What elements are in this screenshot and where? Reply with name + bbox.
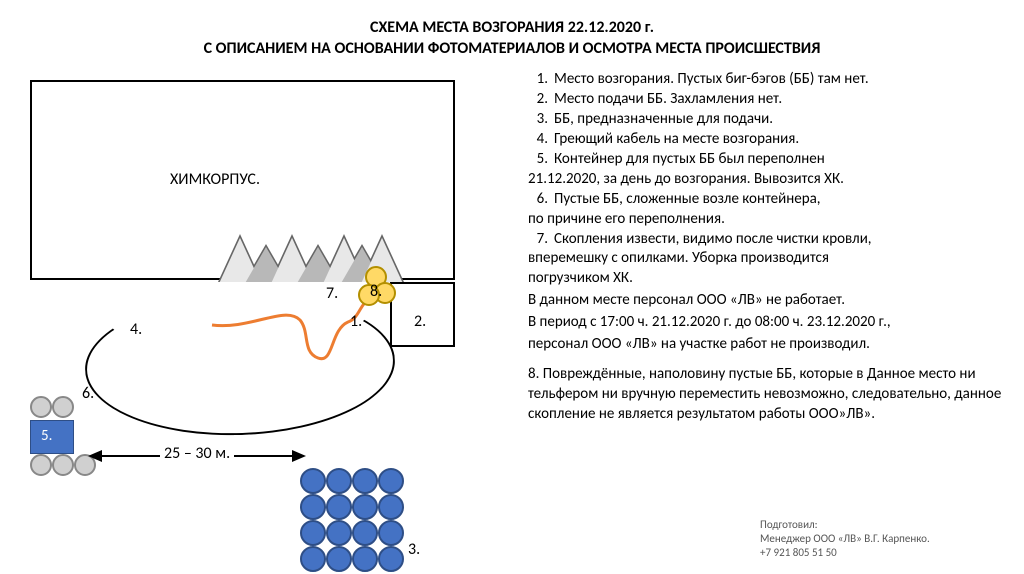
empty-bb-icon xyxy=(30,396,52,418)
para-1: В данном месте персонал ООО «ЛВ» не рабо… xyxy=(528,291,1008,311)
feed-bb-icon xyxy=(352,468,378,494)
diagram-label-7: 7. xyxy=(326,284,338,303)
diagram-label-3: 3. xyxy=(408,540,420,559)
diagram-label-5: 5. xyxy=(41,427,52,445)
feed-bb-icon xyxy=(378,520,404,546)
diagram-label-4: 4. xyxy=(130,320,142,339)
item7-txt: Скопления извести, видимо после чистки к… xyxy=(554,230,1008,250)
list-num: 1. xyxy=(528,70,554,90)
list-txt: ББ, предназначенные для подачи. xyxy=(554,110,1008,130)
description-text: 1.Место возгорания. Пустых биг-бэгов (ББ… xyxy=(528,70,1008,425)
item7-num: 7. xyxy=(528,230,554,250)
list-num: 3. xyxy=(528,110,554,130)
item5-cont: 21.12.2020, за день до возгорания. Вывоз… xyxy=(528,170,1008,190)
diagram-label-8: 8. xyxy=(370,282,382,301)
item6-cont: по причине его переполнения. xyxy=(528,210,1008,230)
feed-bb-icon xyxy=(378,468,404,494)
list-num: 5. xyxy=(528,150,554,170)
diagram-label-1: 1. xyxy=(350,312,362,331)
empty-bb-icon xyxy=(52,396,74,418)
credits-l1: Подготовил: xyxy=(760,518,930,532)
list-item: 2.Место подачи ББ. Захламления нет. xyxy=(528,90,1008,110)
feed-bb-icon xyxy=(326,546,352,572)
feed-bb-icon xyxy=(300,494,326,520)
list-txt: Место возгорания. Пустых биг-бэгов (ББ) … xyxy=(554,70,1008,90)
credits-l3: +7 921 805 51 50 xyxy=(760,546,930,560)
item6-txt: Пустые ББ, сложенные возле контейнера, xyxy=(554,190,1008,210)
title-line-2: С ОПИСАНИЕМ НА ОСНОВАНИИ ФОТОМАТЕРИАЛОВ … xyxy=(0,39,1024,60)
feed-bb-icon xyxy=(326,494,352,520)
title-line-1: СХЕМА МЕСТА ВОЗГОРАНИЯ 22.12.2020 г. xyxy=(0,18,1024,39)
dimension-text: 25 – 30 м. xyxy=(160,444,234,463)
list-txt: Место подачи ББ. Захламления нет. xyxy=(554,90,1008,110)
feed-bb-icon xyxy=(326,468,352,494)
feed-bb-icon xyxy=(300,468,326,494)
list-item: 5.Контейнер для пустых ББ был переполнен xyxy=(528,150,1008,170)
feed-bb-icon xyxy=(352,546,378,572)
list-item: 1.Место возгорания. Пустых биг-бэгов (ББ… xyxy=(528,70,1008,90)
list-txt: Греющий кабель на месте возгорания. xyxy=(554,130,1008,150)
feed-bb-icon xyxy=(352,494,378,520)
feed-bb-icon xyxy=(378,546,404,572)
feed-bb-icon xyxy=(378,494,404,520)
para-2: В период с 17:00 ч. 21.12.2020 г. до 08:… xyxy=(528,313,1008,333)
feed-bb-icon xyxy=(352,520,378,546)
feed-bb-icon xyxy=(300,546,326,572)
list-item: 4.Греющий кабель на месте возгорания. xyxy=(528,130,1008,150)
description-list: 1.Место возгорания. Пустых биг-бэгов (ББ… xyxy=(528,70,1008,170)
list-txt: Контейнер для пустых ББ был переполнен xyxy=(554,150,1008,170)
para-3: персонал ООО «ЛВ» на участке работ не пр… xyxy=(528,335,1008,355)
empty-bb-icon xyxy=(30,454,52,476)
list-num: 2. xyxy=(528,90,554,110)
credits: Подготовил: Менеджер ООО «ЛВ» В.Г. Карпе… xyxy=(760,518,930,559)
item7-cont-b: погрузчиком ХК. xyxy=(528,269,1008,289)
title-block: СХЕМА МЕСТА ВОЗГОРАНИЯ 22.12.2020 г. С О… xyxy=(0,0,1024,60)
list-item: 3.ББ, предназначенные для подачи. xyxy=(528,110,1008,130)
feed-bb-icon xyxy=(300,520,326,546)
content-area: ХИМКОРПУС. 1. 2. 3. 4. 6. 7. 8. 5. 25 – … xyxy=(0,70,1024,574)
bb-feed-stack xyxy=(300,468,404,572)
item8-block: 8. Повреждённые, наполовину пустые ББ, к… xyxy=(528,365,1008,425)
item7-cont-a: вперемешку с опилками. Уборка производит… xyxy=(528,249,1008,269)
item6-num: 6. xyxy=(528,190,554,210)
feed-bb-icon xyxy=(326,520,352,546)
diagram-label-6: 6. xyxy=(82,384,94,403)
list-num: 4. xyxy=(528,130,554,150)
arrow-left-icon xyxy=(88,450,102,462)
empty-bb-icon xyxy=(52,454,74,476)
arrow-right-icon xyxy=(292,450,306,462)
credits-l2: Менеджер ООО «ЛВ» В.Г. Карпенко. xyxy=(760,532,930,546)
diagram-label-2: 2. xyxy=(414,312,426,331)
diagram: ХИМКОРПУС. 1. 2. 3. 4. 6. 7. 8. 5. 25 – … xyxy=(30,70,520,574)
